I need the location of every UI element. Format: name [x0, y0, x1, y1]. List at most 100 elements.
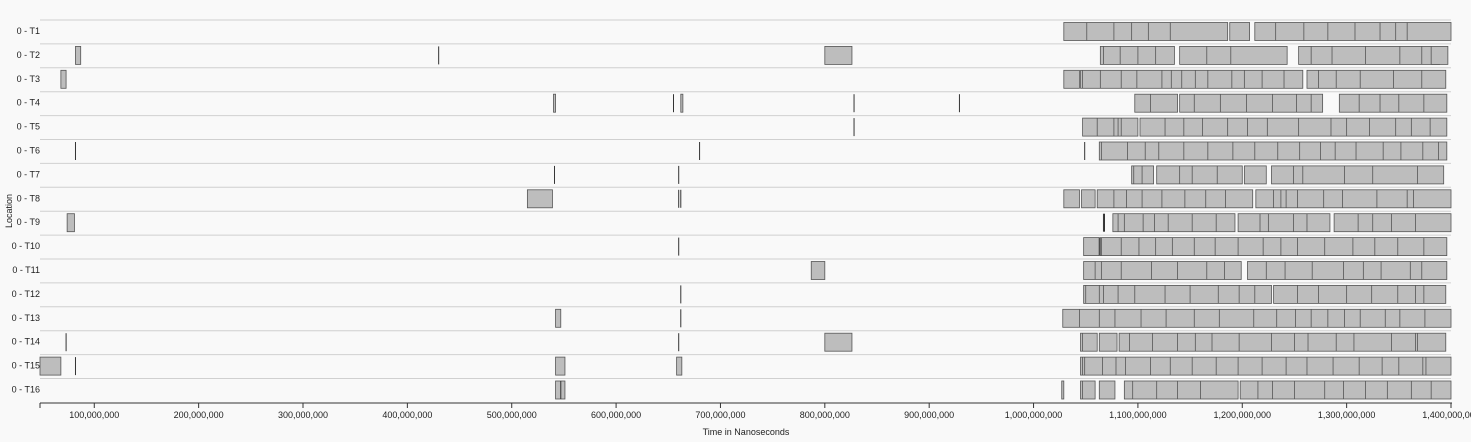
timeline-bar	[824, 332, 853, 352]
timeline-bar	[555, 356, 566, 376]
timeline-bar	[555, 308, 562, 328]
timeline-bar	[1083, 284, 1272, 304]
timeline-bar	[1271, 165, 1445, 185]
timeline-bar	[1080, 69, 1304, 89]
timeline-bar	[1338, 93, 1448, 113]
x-tick-label: 100,000,000	[69, 410, 119, 420]
timeline-bar	[1062, 308, 1452, 328]
lane-3: 0 - T3	[17, 67, 1451, 89]
lane-10: 0 - T10	[12, 234, 1451, 257]
lane-11: 0 - T11	[12, 258, 1451, 280]
x-axis-title: Time in Nanoseconds	[703, 427, 790, 437]
lane-label: 0 - T13	[12, 313, 40, 323]
timeline-bar	[1229, 22, 1250, 41]
lanes-group: 0 - T1 0 - T2 0 - T3 0 - T4 0 - T5 0 - T6 0 - …	[12, 19, 1452, 400]
timeline-bar	[1080, 380, 1096, 400]
lane-13: 0 - T13	[12, 306, 1452, 328]
timeline-bar	[75, 46, 82, 65]
timeline-bar	[1239, 380, 1452, 400]
x-tick-label: 600,000,000	[591, 410, 641, 420]
timeline-bar	[39, 356, 62, 376]
timeline-bar	[1298, 46, 1440, 65]
lane-1: 0 - T1	[17, 19, 1452, 41]
x-tick-label: 1,000,000,000	[1005, 410, 1063, 420]
timeline-bar	[1082, 117, 1139, 137]
timeline-bar	[1063, 22, 1229, 41]
timeline-bar	[1098, 380, 1116, 400]
lane-label: 0 - T5	[17, 122, 40, 132]
timeline-bar	[1083, 261, 1242, 280]
lane-7: 0 - T7	[17, 162, 1451, 185]
timeline-bar	[1080, 332, 1098, 352]
timeline-bar	[60, 69, 67, 89]
timeline-bar	[1063, 69, 1080, 89]
lane-label: 0 - T4	[17, 98, 40, 108]
lane-label: 0 - T2	[17, 50, 40, 60]
x-axis: 100,000,000 200,000,000 300,000,000 400,000…	[39, 402, 1471, 420]
timeline-bar	[1099, 237, 1448, 257]
lane-label: 0 - T11	[12, 265, 40, 275]
timeline-bar	[526, 189, 553, 209]
lane-label: 0 - T6	[17, 146, 40, 156]
lane-label: 0 - T16	[12, 385, 40, 395]
timeline-bar	[66, 213, 75, 233]
timeline-bar	[1273, 284, 1447, 304]
timeline-bar	[810, 261, 826, 280]
x-tick-label: 400,000,000	[382, 410, 432, 420]
lane-12: 0 - T12	[12, 282, 1451, 304]
lane-6: 0 - T6	[17, 139, 1451, 161]
timeline-bar	[1098, 141, 1448, 161]
x-tick-label: 300,000,000	[278, 410, 328, 420]
lane-label: 0 - T14	[12, 337, 40, 347]
x-tick-label: 500,000,000	[487, 410, 537, 420]
timeline-bar	[1237, 213, 1331, 233]
timeline-bar	[1081, 189, 1096, 209]
timeline-bar	[1179, 46, 1288, 65]
timeline-bar	[555, 380, 566, 400]
x-tick-label: 1,100,000,000	[1109, 410, 1167, 420]
timeline-bar	[1430, 46, 1449, 65]
timeline-bar	[1255, 189, 1452, 209]
timeline-bar	[680, 93, 684, 113]
lane-label: 0 - T7	[17, 169, 40, 179]
timeline-bar	[1247, 261, 1448, 280]
lane-4: 0 - T4	[17, 91, 1451, 113]
timeline-bar	[1179, 93, 1324, 113]
lane-label: 0 - T3	[17, 74, 40, 84]
timeline-bar	[1139, 117, 1448, 137]
lane-15: 0 - T15	[12, 354, 1452, 376]
lane-16: 0 - T16	[12, 378, 1452, 400]
lane-2: 0 - T2	[17, 43, 1451, 65]
timeline-bar	[553, 93, 556, 113]
timeline-bar	[1243, 165, 1267, 185]
timeline-bar	[1118, 332, 1447, 352]
lane-label: 0 - T15	[12, 361, 40, 371]
timeline-bar	[1083, 237, 1100, 257]
timeline-bar	[824, 46, 853, 65]
timeline-bar	[1333, 213, 1452, 233]
y-axis-title: Location	[4, 194, 14, 228]
timeline-bar	[1123, 380, 1239, 400]
x-tick-label: 800,000,000	[800, 410, 850, 420]
lane-9: 0 - T9	[17, 210, 1452, 233]
timeline-bar	[1306, 69, 1447, 89]
timeline-bar	[1080, 356, 1452, 376]
timeline-bar	[1134, 93, 1178, 113]
x-tick-label: 1,200,000,000	[1213, 410, 1271, 420]
timeline-bar	[1254, 22, 1452, 41]
timeline-bar	[1112, 213, 1236, 233]
x-tick-label: 1,300,000,000	[1318, 410, 1376, 420]
timeline-bar	[1098, 332, 1118, 352]
lane-label: 0 - T1	[17, 26, 40, 36]
timeline-bar	[1063, 189, 1080, 209]
x-tick-label: 1,400,000,000	[1422, 410, 1471, 420]
x-tick-label: 700,000,000	[695, 410, 745, 420]
lane-label: 0 - T12	[12, 289, 40, 299]
lane-label: 0 - T8	[17, 193, 40, 203]
timeline-bar	[1061, 380, 1065, 400]
lane-8: 0 - T8	[17, 186, 1452, 209]
timeline-bar	[1099, 46, 1175, 65]
lane-14: 0 - T14	[12, 330, 1451, 352]
lane-label: 0 - T10	[12, 241, 40, 251]
